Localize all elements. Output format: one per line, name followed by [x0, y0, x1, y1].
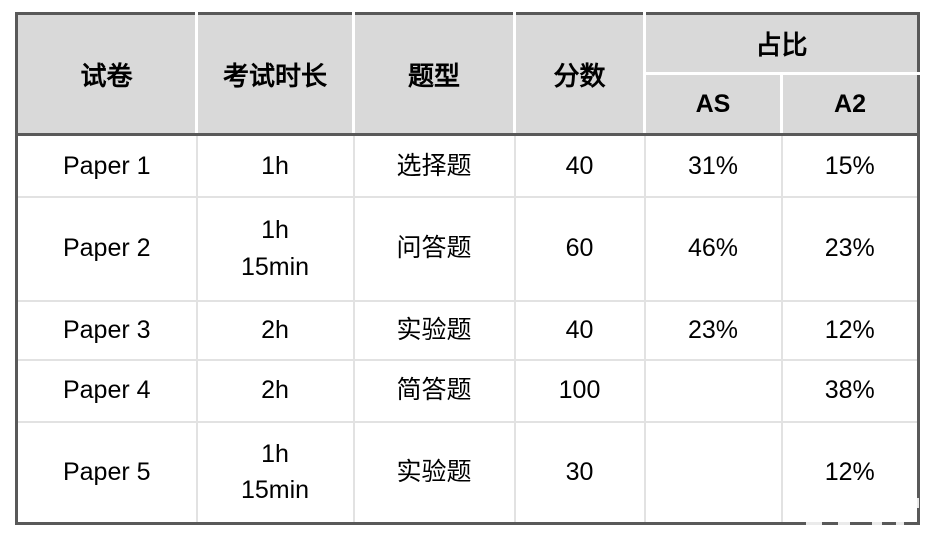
cell-paper: Paper 3	[15, 299, 198, 361]
cell-type: 实验题	[352, 420, 516, 525]
column-header-score: 分数	[514, 13, 646, 136]
cell-as: 46%	[643, 195, 783, 302]
cell-duration: 2h	[195, 299, 355, 361]
cell-duration: 1h 15min	[195, 420, 355, 525]
table-row: Paper 1 1h 选择题 40 31% 15%	[15, 133, 920, 198]
cell-a2: 12%	[780, 299, 920, 361]
table-row: Paper 5 1h 15min 实验题 30 12%	[15, 420, 920, 525]
cell-type: 简答题	[352, 358, 516, 423]
cell-a2: 12%	[780, 420, 920, 525]
cell-type: 选择题	[352, 133, 516, 198]
table-row: Paper 2 1h 15min 问答题 60 46% 23%	[15, 195, 920, 302]
column-header-as: AS	[644, 73, 783, 136]
cell-score: 40	[513, 299, 646, 361]
cell-type: 实验题	[352, 299, 516, 361]
column-header-paper: 试卷	[16, 13, 198, 136]
column-header-a2: A2	[781, 73, 919, 136]
column-header-duration: 考试时长	[196, 13, 355, 136]
cell-score: 60	[513, 195, 646, 302]
table-body: Paper 1 1h 选择题 40 31% 15% Paper 2 1h 15min 问答题 60…	[15, 133, 920, 525]
exam-papers-table: 试卷 考试时长 题型 分数 占比 AS A2 Paper 1 1h 选择题 40 31%…	[15, 12, 921, 525]
watermark-artifact	[806, 519, 822, 525]
table-row: Paper 3 2h 实验题 40 23% 12%	[15, 299, 920, 361]
column-header-type: 题型	[353, 13, 516, 136]
cell-type: 问答题	[352, 195, 516, 302]
watermark-artifact	[838, 519, 850, 525]
cell-paper: Paper 5	[15, 420, 198, 525]
cell-score: 100	[513, 358, 646, 423]
cell-duration: 2h	[195, 358, 355, 423]
cell-paper: Paper 4	[15, 358, 198, 423]
cell-a2: 38%	[780, 358, 920, 423]
watermark-artifact	[896, 519, 904, 525]
cell-score: 40	[513, 133, 646, 198]
cell-score: 30	[513, 420, 646, 525]
cell-as	[643, 420, 783, 525]
table-header: 试卷 考试时长 题型 分数 占比 AS A2	[16, 13, 919, 136]
cell-duration: 1h 15min	[195, 195, 355, 302]
cell-a2: 15%	[780, 133, 920, 198]
cell-paper: Paper 2	[15, 195, 198, 302]
cell-a2: 23%	[780, 195, 920, 302]
cell-as: 31%	[643, 133, 783, 198]
watermark-artifact	[913, 498, 919, 508]
cell-as	[643, 358, 783, 423]
watermark-artifact	[872, 519, 882, 525]
table-row: Paper 4 2h 简答题 100 38%	[15, 358, 920, 423]
column-header-proportion-group: 占比	[644, 13, 919, 75]
cell-as: 23%	[643, 299, 783, 361]
cell-paper: Paper 1	[15, 133, 198, 198]
cell-duration: 1h	[195, 133, 355, 198]
